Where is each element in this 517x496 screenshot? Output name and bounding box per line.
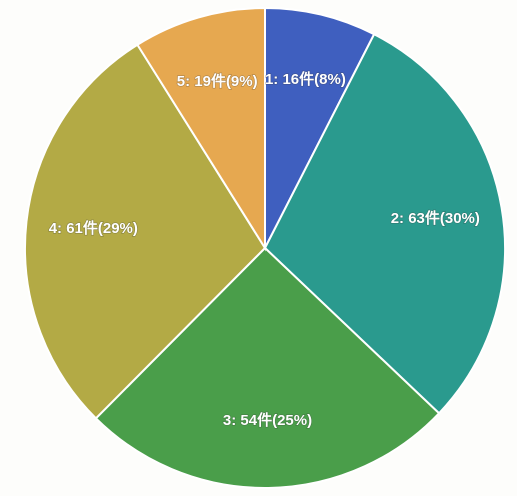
pie-slice-label-1: 1: 16件(8%) bbox=[265, 70, 346, 88]
pie-slice-label-4: 4: 61件(29%) bbox=[49, 219, 138, 237]
pie-slice-label-2: 2: 63件(30%) bbox=[391, 209, 480, 227]
pie-slice-label-3: 3: 54件(25%) bbox=[223, 411, 312, 429]
pie-slice-label-5: 5: 19件(9%) bbox=[177, 72, 258, 90]
pie-slice-2 bbox=[263, 32, 506, 415]
pie-slices bbox=[24, 6, 506, 489]
pie-slice-3 bbox=[94, 246, 441, 489]
pie-slice-4 bbox=[24, 43, 267, 420]
pie-slice-1 bbox=[264, 6, 376, 249]
pie-labels: 1: 16件(8%) 2: 63件(30%) 3: 54件(25%) 4: 61件(2… bbox=[48, 69, 480, 429]
pie-slice-5 bbox=[136, 6, 266, 252]
